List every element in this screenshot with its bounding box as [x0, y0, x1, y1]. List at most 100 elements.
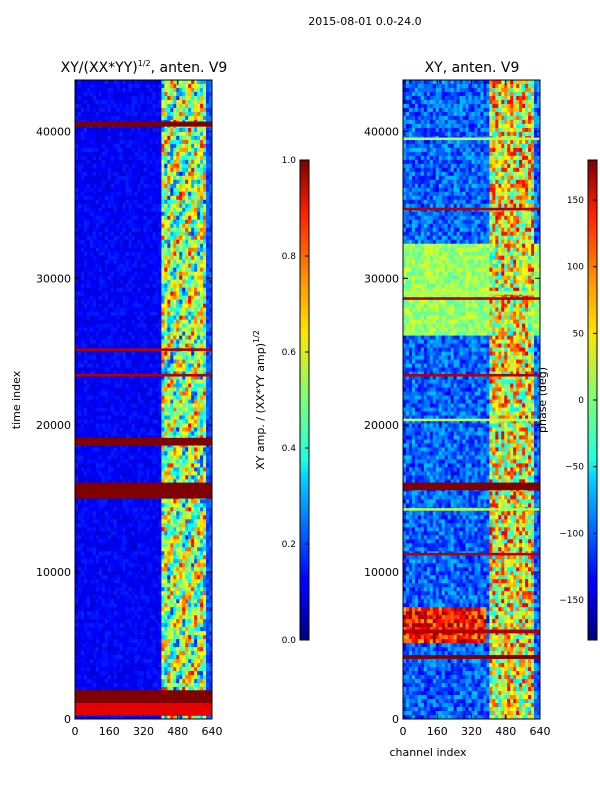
- heat-cell: [209, 80, 213, 85]
- heat-cell: [125, 403, 130, 408]
- heat-cell: [104, 259, 109, 265]
- heat-cell: [176, 363, 180, 368]
- heat-cell: [101, 80, 106, 85]
- heat-cell: [170, 227, 174, 233]
- heat-cell: [128, 327, 132, 332]
- heat-cell: [173, 107, 177, 113]
- heat-cell: [131, 235, 135, 241]
- heat-cell: [173, 303, 177, 309]
- heat-cell: [92, 355, 97, 360]
- heat-cell: [197, 451, 201, 456]
- heat-cell: [92, 99, 97, 105]
- heat-cell: [89, 383, 94, 388]
- heat-cell: [158, 95, 162, 101]
- heat-cell: [200, 275, 204, 281]
- heat-cell: [194, 363, 198, 368]
- heat-cell: [75, 80, 79, 85]
- heat-cell: [107, 259, 112, 265]
- heat-cell: [182, 395, 186, 400]
- heat-cell: [140, 311, 144, 317]
- heat-cell: [92, 351, 97, 356]
- heat-cell: [182, 143, 186, 149]
- heat-cell: [107, 367, 112, 372]
- heat-cell: [155, 407, 159, 412]
- heat-cell: [182, 475, 186, 480]
- heat-cell: [92, 359, 97, 364]
- heat-cell: [128, 247, 132, 253]
- heat-cell: [83, 479, 88, 484]
- heat-cell: [137, 267, 141, 273]
- heat-cell: [125, 375, 130, 380]
- heat-cell: [152, 83, 156, 89]
- heat-cell: [203, 163, 207, 169]
- heat-cell: [170, 95, 174, 101]
- heat-cell: [131, 359, 135, 364]
- heat-cell: [122, 335, 127, 340]
- heat-cell: [152, 80, 156, 85]
- heat-cell: [161, 259, 165, 265]
- heat-cell: [161, 459, 165, 464]
- heat-cell: [155, 331, 159, 336]
- heat-cell: [104, 463, 109, 468]
- heat-cell: [83, 507, 88, 512]
- heat-cell: [116, 431, 121, 436]
- heat-cell: [179, 479, 183, 484]
- heat-cell: [209, 307, 213, 313]
- heat-cell: [161, 91, 165, 97]
- heat-cell: [197, 263, 201, 269]
- heat-cell: [188, 311, 192, 317]
- heat-cell: [200, 415, 204, 420]
- heat-cell: [116, 87, 121, 93]
- heat-cell: [182, 387, 186, 392]
- heat-cell: [128, 267, 132, 273]
- heat-cell: [83, 311, 88, 317]
- heat-cell: [206, 291, 210, 297]
- heat-cell: [110, 331, 115, 336]
- heat-cell: [116, 383, 121, 388]
- heat-cell: [164, 107, 168, 113]
- heat-cell: [107, 419, 112, 424]
- heat-cell: [77, 251, 82, 257]
- heat-cell: [191, 159, 195, 165]
- heat-cell: [182, 307, 186, 313]
- heat-cell: [155, 111, 159, 117]
- heat-cell: [116, 475, 121, 480]
- heat-cell: [182, 83, 186, 89]
- heat-cell: [134, 275, 138, 281]
- heat-cell: [98, 467, 103, 472]
- heat-cell: [164, 475, 168, 480]
- heat-cell: [149, 391, 153, 396]
- heat-cell: [134, 247, 138, 253]
- heat-cell: [164, 131, 168, 137]
- heat-cell: [113, 467, 118, 472]
- heat-cell: [140, 383, 144, 388]
- heat-cell: [152, 207, 156, 213]
- heat-cell: [107, 507, 112, 512]
- heat-cell: [134, 419, 138, 424]
- heat-cell: [75, 107, 79, 113]
- heat-cell: [179, 211, 183, 217]
- heat-cell: [179, 503, 183, 508]
- heat-cell: [197, 111, 201, 117]
- heat-cell: [161, 507, 165, 512]
- heat-cell: [75, 251, 79, 257]
- heat-cell: [188, 339, 192, 344]
- heat-cell: [122, 83, 127, 89]
- heat-cell: [179, 395, 183, 400]
- heat-cell: [161, 467, 165, 472]
- heat-cell: [89, 167, 94, 173]
- heat-cell: [149, 275, 153, 281]
- heat-cell: [134, 115, 138, 121]
- heat-cell: [107, 427, 112, 432]
- heat-cell: [122, 391, 127, 396]
- heat-cell: [125, 175, 130, 181]
- heat-cell: [122, 91, 127, 97]
- heat-cell: [164, 259, 168, 265]
- heat-cell: [164, 95, 168, 101]
- heat-cell: [113, 191, 118, 197]
- heat-cell: [104, 175, 109, 181]
- heat-cell: [101, 511, 106, 516]
- heat-cell: [110, 235, 115, 241]
- heat-cell: [146, 503, 150, 508]
- heat-cell: [116, 191, 121, 197]
